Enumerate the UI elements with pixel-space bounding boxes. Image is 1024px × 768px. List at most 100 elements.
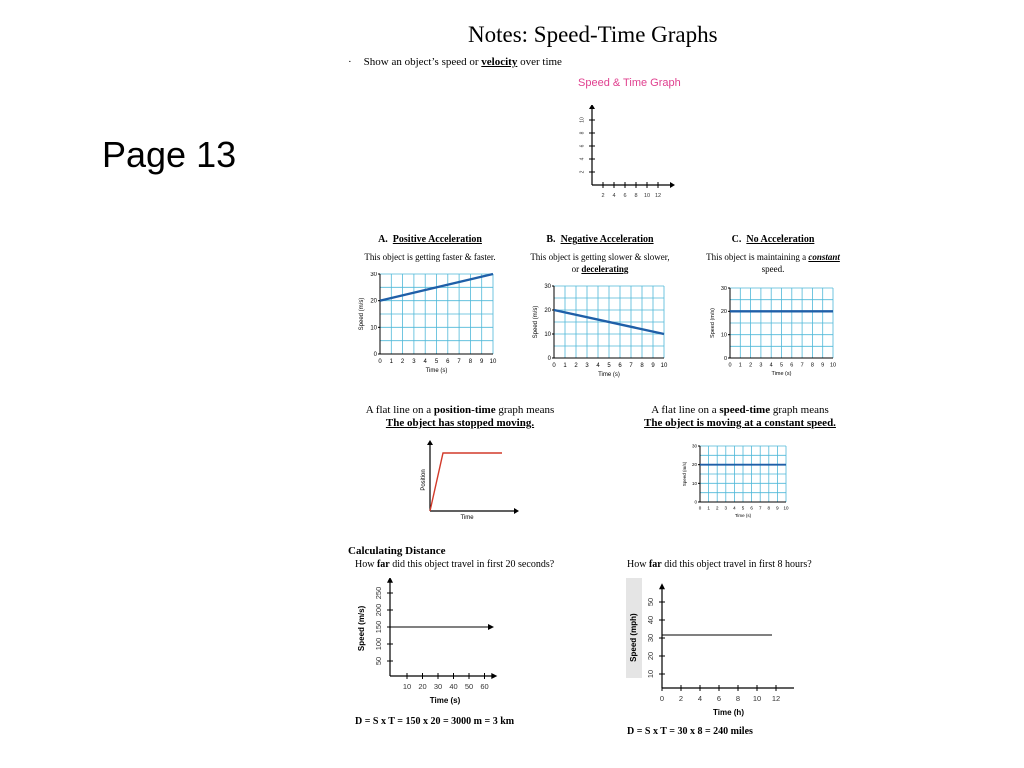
x-tick-label: 2 <box>401 359 405 365</box>
x-tick-label: 3 <box>412 359 416 365</box>
y-tick-label: 10 <box>544 332 551 338</box>
y-tick-label: 10 <box>370 325 377 331</box>
flat-pos-block: A flat line on a position-time graph mea… <box>340 404 580 429</box>
graph-b-name: Negative Acceleration <box>560 234 654 245</box>
graph-b-term: decelerating <box>581 264 629 274</box>
label-band <box>626 578 642 678</box>
calc-q1-post: did this object travel in first 20 secon… <box>389 559 555 570</box>
x-tick-label: 10 <box>783 506 789 511</box>
calc-q1-pre: How <box>355 559 377 570</box>
x-tick-label: 8 <box>811 363 814 369</box>
x-tick-label: 60 <box>480 682 488 691</box>
sketch-y-arrow <box>589 105 595 109</box>
y-tick-label: 50 <box>646 598 655 606</box>
sketch-x-tick-label: 8 <box>634 193 637 199</box>
flat-pos-term: position-time <box>433 404 496 416</box>
x-tick-label: 10 <box>490 359 497 365</box>
y-tick-label: 0 <box>724 356 727 362</box>
sketch-x-ticks: 2 4 6 8 10 12 <box>601 182 661 199</box>
y-tick-label: 40 <box>646 616 655 624</box>
y-axis-arrow <box>659 583 665 590</box>
graph-c-term: constant <box>808 252 840 262</box>
x-axis-label: Time (s) <box>735 513 752 518</box>
notes-title: Notes: Speed-Time Graphs <box>468 22 718 47</box>
graph-c-name: No Acceleration <box>746 234 815 245</box>
flat-speed-pre: A flat line on a <box>651 404 720 416</box>
x-tick-label: 1 <box>390 359 394 365</box>
x-tick-label: 10 <box>830 363 836 369</box>
x-tick-label: 7 <box>801 363 804 369</box>
position-line <box>429 452 502 512</box>
data-line <box>379 272 494 302</box>
y-tick-label: 30 <box>721 286 727 292</box>
sketch-y-tick-label: 6 <box>579 144 585 147</box>
y-tick-label: 30 <box>370 272 377 278</box>
flat-speed-answer: The object is moving at a constant speed… <box>644 417 836 429</box>
y-tick-label: 10 <box>692 481 698 486</box>
x-tick-label: 9 <box>821 363 824 369</box>
graph-c-chart: 0 1 2 3 4 5 6 7 8 9 10 0 10 20 30 Speed (m/s) Time (s) <box>710 286 836 377</box>
y-axis-label: Speed (m/s) <box>357 605 366 651</box>
bullet-line: · Show an object’s speed or velocity over… <box>348 56 562 68</box>
x-axis-arrow <box>491 673 498 679</box>
flat-pos-answer: The object has stopped moving. <box>385 417 535 429</box>
graph-b-or: or <box>571 264 582 274</box>
y-tick-label: 150 <box>374 621 383 634</box>
x-axis-label: Time (s) <box>772 371 792 377</box>
x-tick-label: 2 <box>716 506 719 511</box>
speed-line-arrow <box>488 624 494 630</box>
y-tick-label: 0 <box>548 356 552 362</box>
calc-q2-pre: How <box>627 559 649 570</box>
y-tick-label: 30 <box>646 634 655 642</box>
sketch-x-tick-label: 2 <box>601 193 604 199</box>
sketch-x-tick-label: 4 <box>612 193 615 199</box>
x-axis-label: Time (h) <box>713 708 744 717</box>
x-tick-label: 50 <box>465 682 473 691</box>
sketch-x-tick-label: 10 <box>644 193 650 199</box>
y-tick-label: 30 <box>692 444 698 449</box>
y-tick-label: 20 <box>370 299 377 305</box>
y-tick-label: 0 <box>374 352 378 358</box>
y-axis-label: Speed (m/s) <box>710 308 716 338</box>
calc-q2: How far did this object travel in first … <box>627 559 812 570</box>
flat-speed-post: graph means <box>770 404 829 416</box>
x-tick-label: 4 <box>698 694 702 703</box>
graph-a-desc: This object is getting faster & faster. <box>364 252 496 262</box>
graph-c-letter: C. <box>731 234 742 245</box>
graph-c-desc-pre: This object is maintaining a <box>706 252 809 262</box>
x-tick-label: 12 <box>772 694 780 703</box>
distance-chart-1: 10 20 30 40 50 60 50 100 150 200 250 Speed (m/s) Tim… <box>357 578 498 705</box>
y-tick-label: 20 <box>544 308 551 314</box>
x-tick-label: 10 <box>661 363 668 369</box>
graph-b-chart: 0 1 2 3 4 5 6 7 8 9 10 0 10 20 30 Speed (m/s) Time (s) <box>533 284 668 378</box>
x-tick-label: 8 <box>736 694 740 703</box>
sketch-x-arrow <box>670 182 675 188</box>
y-tick-label: 10 <box>721 333 727 339</box>
x-tick-label: 8 <box>640 363 644 369</box>
y-tick-label: 0 <box>694 500 697 505</box>
x-tick-label: 8 <box>469 359 473 365</box>
calc-heading: Calculating Distance <box>348 545 446 557</box>
graph-b-desc1: This object is getting slower & slower, <box>530 252 670 262</box>
x-tick-label: 5 <box>780 363 783 369</box>
sketch-y-tick-label: 2 <box>579 170 585 173</box>
x-tick-label: 0 <box>552 363 556 369</box>
distance-chart-2: 0 2 4 6 8 10 12 10 20 30 40 50 Speed (mph) Time (h) <box>626 578 794 717</box>
page-label: Page 13 <box>102 134 237 175</box>
x-tick-label: 7 <box>457 359 461 365</box>
graph-a-chart: 0 1 2 3 4 5 6 7 8 9 10 0 10 20 30 Speed (m/s) Time (s) <box>359 272 497 374</box>
x-tick-label: 0 <box>378 359 382 365</box>
sketch-x-tick-label: 6 <box>623 193 626 199</box>
x-tick-label: 2 <box>749 363 752 369</box>
y-axis-label: Speed (m/s) <box>682 461 687 486</box>
x-tick-label: 30 <box>434 682 442 691</box>
y-axis-arrow <box>387 578 393 583</box>
x-tick-label: 6 <box>750 506 753 511</box>
x-tick-label: 0 <box>660 694 664 703</box>
calc-q1: How far did this object travel in first … <box>355 559 554 570</box>
x-axis-label: Time (s) <box>598 372 620 378</box>
x-tick-label: 5 <box>607 363 611 369</box>
formula-1: D = S x T = 150 x 20 = 3000 m = 3 km <box>355 716 515 727</box>
y-axis-label: Speed (m/s) <box>359 298 365 331</box>
pos-x-arrow <box>514 508 519 514</box>
